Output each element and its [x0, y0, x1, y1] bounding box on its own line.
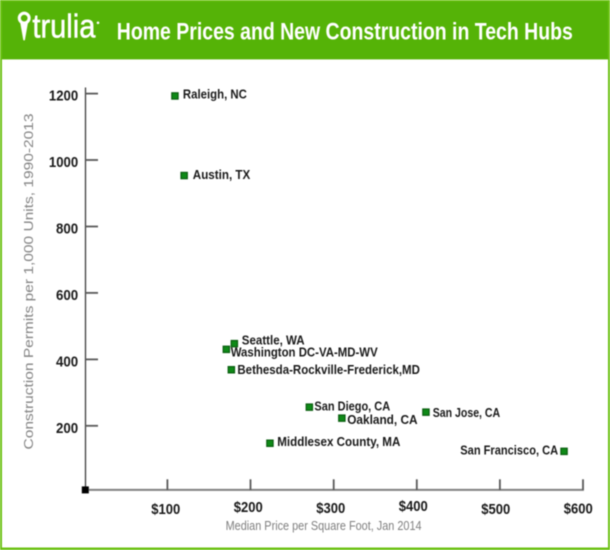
- svg-text:Middlesex County, MA: Middlesex County, MA: [277, 434, 401, 449]
- svg-text:1000: 1000: [49, 154, 78, 171]
- svg-text:Washington DC-VA-MD-WV: Washington DC-VA-MD-WV: [231, 344, 378, 359]
- svg-text:$500: $500: [481, 501, 510, 518]
- svg-text:Median Price per Square Foot,: Median Price per Square Foot, Jan 2014: [226, 518, 422, 533]
- svg-text:$600: $600: [564, 501, 593, 518]
- svg-text:Bethesda-Rockville-Frederick,M: Bethesda-Rockville-Frederick,MD: [237, 362, 420, 377]
- svg-text:Oakland, CA: Oakland, CA: [347, 412, 418, 427]
- svg-text:1200: 1200: [49, 88, 78, 105]
- svg-text:San Diego, CA: San Diego, CA: [314, 398, 390, 413]
- svg-text:200: 200: [56, 420, 78, 437]
- svg-text:San Jose, CA: San Jose, CA: [433, 405, 501, 420]
- svg-text:Raleigh, NC: Raleigh, NC: [183, 87, 248, 102]
- svg-text:$100: $100: [151, 501, 180, 518]
- svg-text:$300: $300: [316, 500, 345, 517]
- svg-text:400: 400: [56, 353, 78, 370]
- svg-text:Home Prices and New Constructi: Home Prices and New Construction in Tech…: [117, 19, 573, 46]
- svg-text:Construction Permits per 1,000: Construction Permits per 1,000 Units, 19…: [21, 114, 36, 450]
- svg-text:trulia: trulia: [32, 9, 95, 46]
- svg-text:600: 600: [56, 287, 78, 304]
- svg-text:San Francisco, CA: San Francisco, CA: [460, 442, 558, 457]
- svg-text:Seattle, WA: Seattle, WA: [242, 333, 305, 348]
- svg-text:Austin, TX: Austin, TX: [193, 167, 251, 182]
- svg-text:$400: $400: [399, 498, 428, 515]
- svg-text:$200: $200: [234, 499, 263, 516]
- svg-text:800: 800: [56, 221, 78, 238]
